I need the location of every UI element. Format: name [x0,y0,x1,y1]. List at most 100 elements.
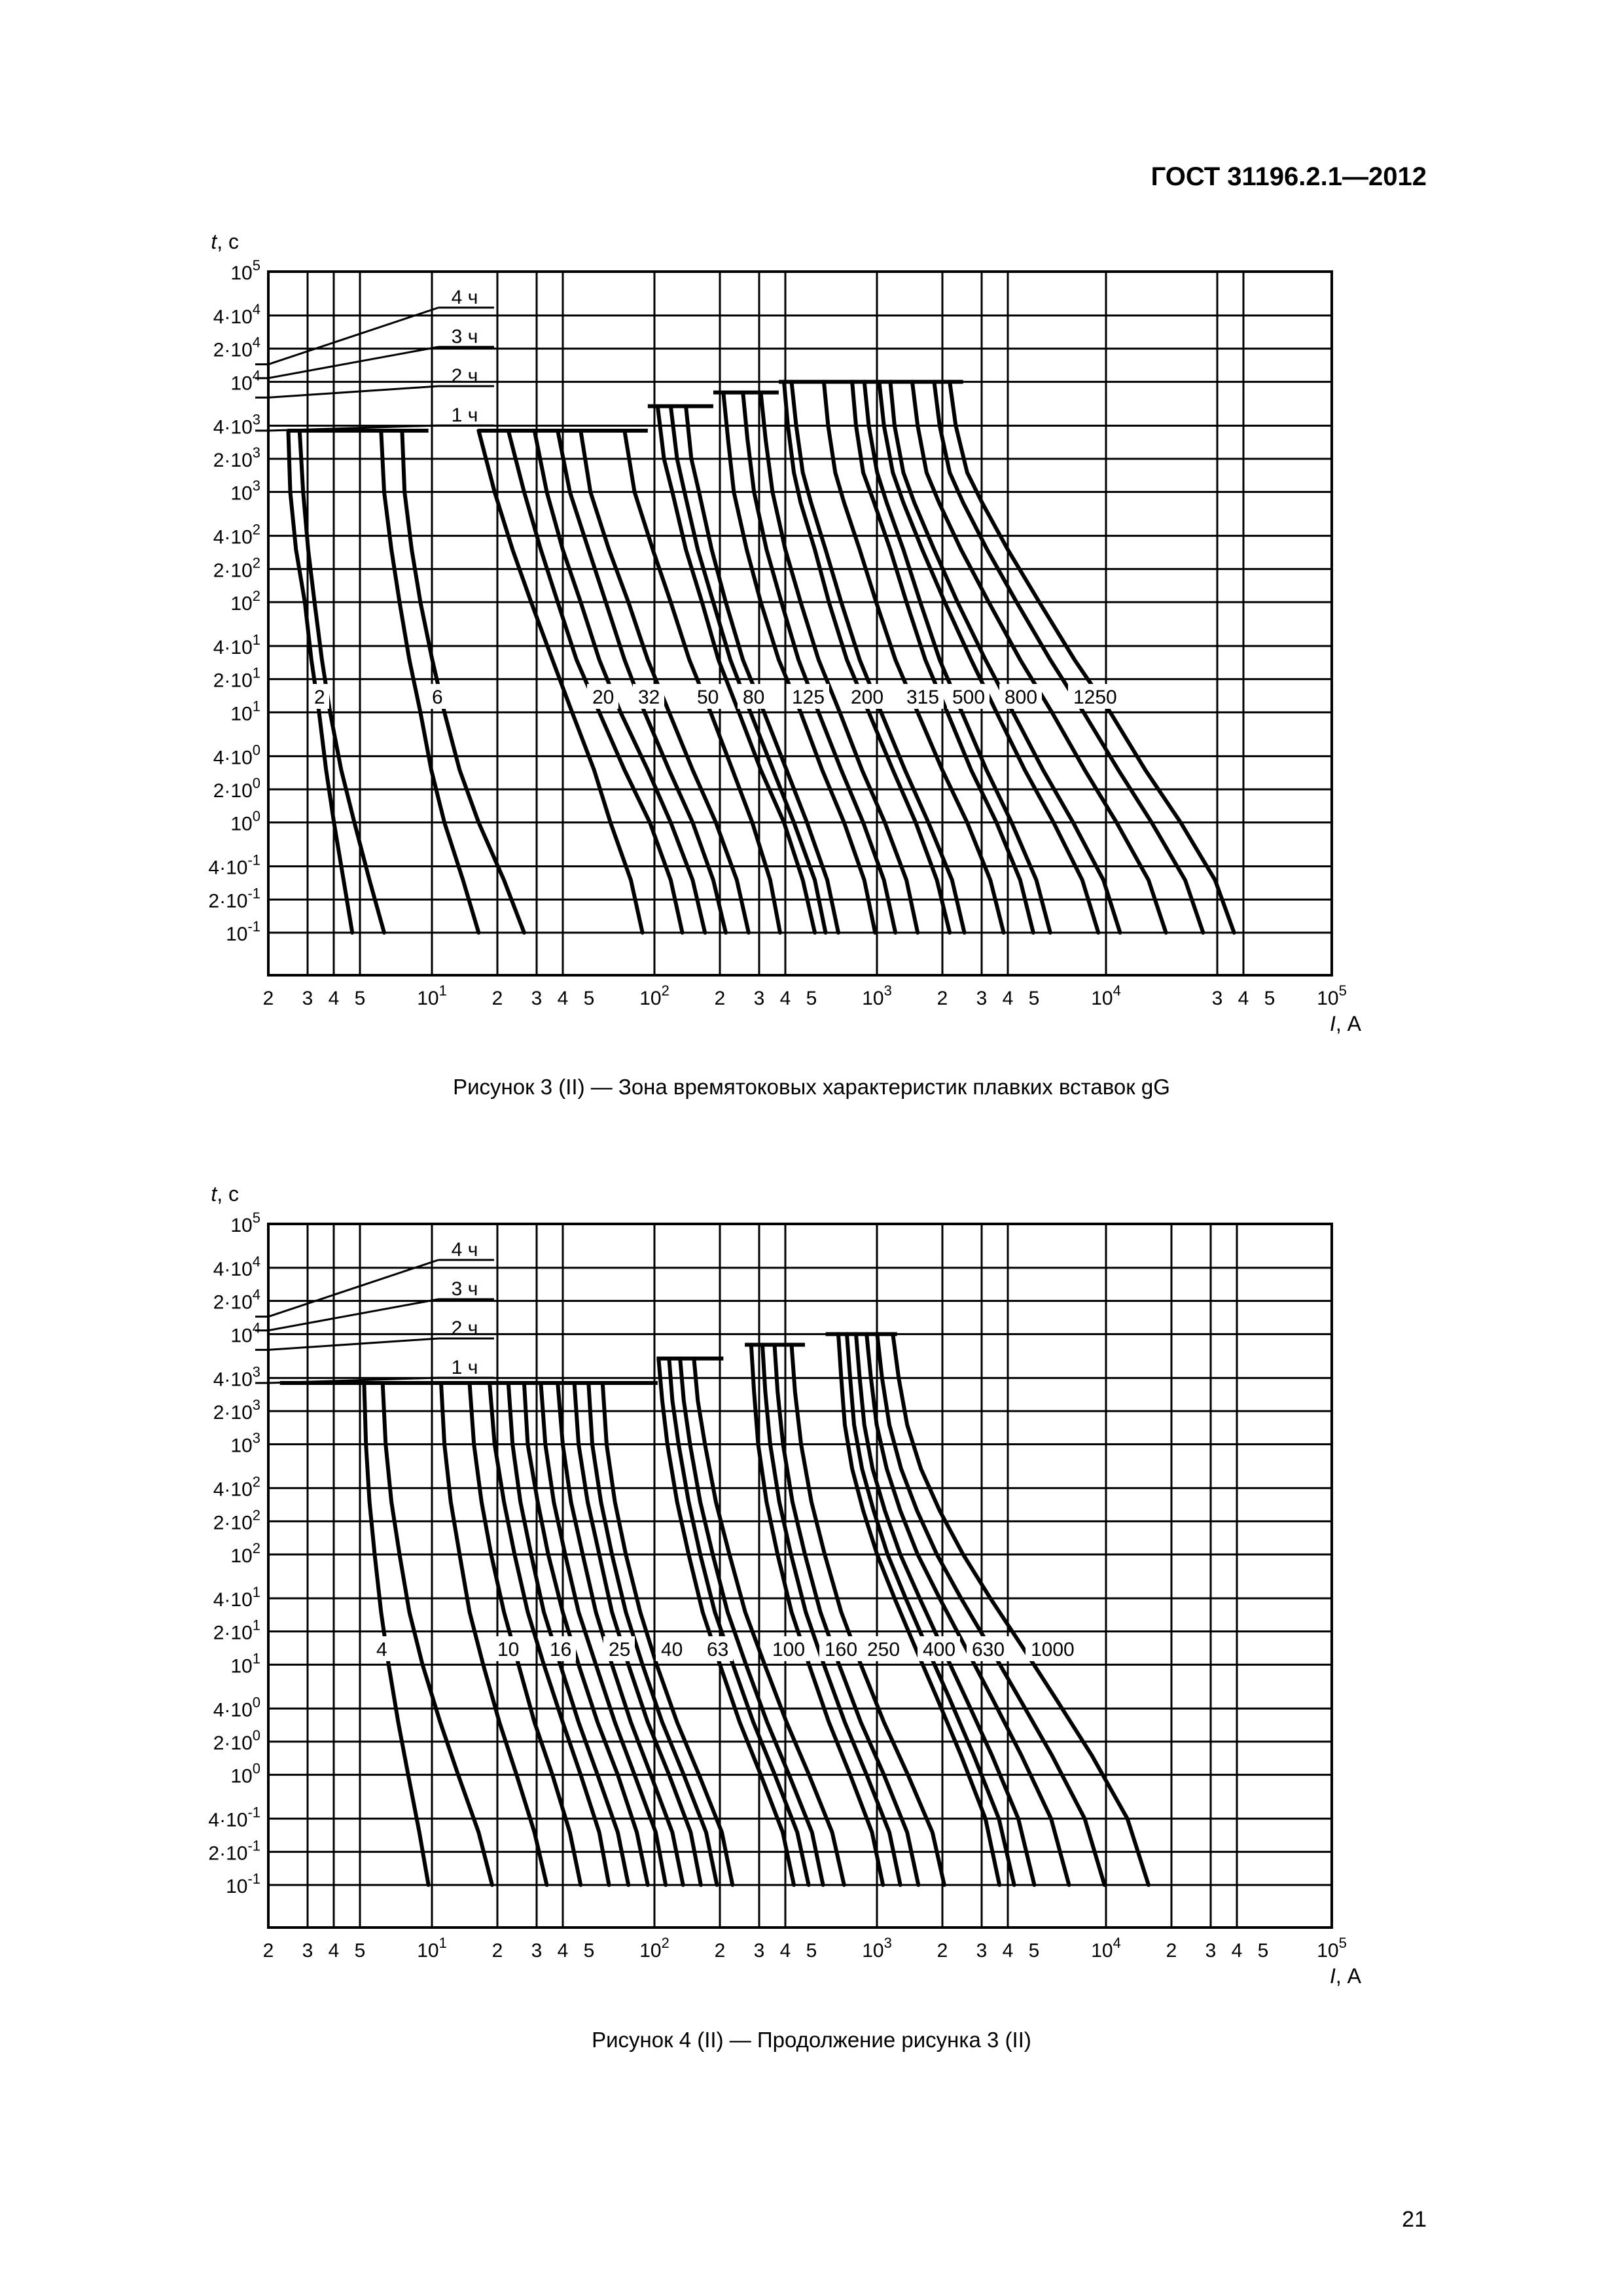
series-label-bg [309,684,329,709]
y-tick-label: 4·101 [213,1584,260,1611]
time-marker-label: 4 ч [452,1239,478,1261]
x-tick-label: 3 [1205,1940,1217,1962]
x-tick-label: 101 [417,982,447,1009]
characteristic-curve [875,1332,1107,1887]
time-marker-leader [268,1337,439,1351]
chart-plot: 1054·1042·1041044·1032·1031034·1022·1021… [208,1182,1361,1988]
y-tick-label: 101 [230,1650,260,1677]
y-tick-label: 4·101 [213,632,260,658]
characteristic-curve [692,1356,846,1887]
x-tick-label: 5 [355,1940,366,1962]
x-tick-label: 4 [1238,988,1249,1009]
series-label-bg [901,684,944,709]
y-axis-label: t, с [211,230,239,253]
characteristic-curve [877,380,1101,935]
series-label-bg [702,1636,733,1661]
series-label-bg [603,1636,635,1661]
characteristic-curve [948,380,1236,935]
series-label-bg [846,684,888,709]
characteristic-curve [749,1342,885,1887]
document-header: ГОСТ 31196.2.1—2012 [1150,162,1427,191]
characteristic-curve [579,429,751,935]
x-tick-label: 3 [976,1940,988,1962]
series-label: 400 [923,1639,955,1660]
y-tick-label: 4·100 [213,742,260,768]
series-label-bg [587,684,618,709]
x-tick-label: 3 [754,1940,765,1962]
x-tick-label: 3 [1212,988,1223,1009]
series-label-bg [767,1636,810,1661]
x-tick-label: 5 [584,988,595,1009]
characteristic-curve [655,404,817,935]
y-tick-label: 4·103 [213,411,260,438]
time-marker-label: 2 ч [452,1318,478,1339]
x-tick-label: 4 [558,1940,569,1962]
y-tick-label: 100 [230,808,260,835]
characteristic-curve [772,1342,921,1887]
characteristic-curve [758,390,920,935]
x-tick-label: 5 [1258,1940,1269,1962]
characteristic-curve [297,429,386,935]
characteristic-curve [656,1356,796,1887]
figure-3: 105 4·104 2·104 104 4·103 2·103 103 4·102 2·102 1… [0,216,1623,1060]
characteristic-curve [379,429,481,935]
time-marker-label: 1 ч [452,1357,478,1378]
x-tick-label: 102 [639,982,669,1009]
characteristic-curve [362,1381,431,1887]
time-marker-label: 3 ч [452,326,478,348]
series-label: 2 [314,687,325,708]
series-label-bg [633,684,664,709]
series-label: 1250 [1073,687,1117,708]
y-tick-label: 2·102 [213,554,260,581]
series-label: 200 [851,687,883,708]
time-marker-leader [268,346,439,380]
x-tick-label: 103 [862,1935,892,1962]
y-tick-label: 4·102 [213,522,260,548]
characteristic-curve [910,380,1168,935]
characteristic-curve [668,404,828,935]
x-tick-label: 2 [715,988,726,1009]
series-label-bg [692,684,723,709]
y-tick-label: 2·101 [213,1617,260,1644]
series-label: 125 [792,687,825,708]
x-tick-label: 2 [715,1940,726,1962]
x-tick-label: 102 [639,1935,669,1962]
characteristic-curve [782,380,952,935]
time-marker-leader [268,1298,439,1332]
series-label-bg [656,1636,687,1661]
characteristic-curve [891,1332,1150,1887]
characteristic-curve [721,390,878,935]
time-marker-leader [268,385,439,399]
y-tick-label: 104 [230,1319,260,1346]
x-tick-label: 4 [329,988,340,1009]
y-tick-label: 102 [230,588,260,615]
series-label: 32 [638,687,660,708]
y-tick-label: 2·100 [213,775,260,802]
x-tick-label: 105 [1317,982,1347,1009]
x-tick-label: 4 [780,1940,791,1962]
caption-figure-4: Рисунок 4 (II) — Продолжение рисунка 3 (… [592,2028,1031,2052]
series-label-bg [738,684,769,709]
y-tick-label: 2·10-1 [208,885,260,912]
x-tick-label: 2 [937,1940,948,1962]
x-tick-label: 4 [780,988,791,1009]
series-label-bg [819,1636,862,1661]
series-label: 500 [952,687,985,708]
time-marker-label: 1 ч [452,404,478,426]
series-label-bg [544,1636,576,1661]
y-tick-label: 2·10-1 [208,1837,260,1864]
series-label-bg [999,684,1042,709]
x-tick-label: 2 [492,1940,503,1962]
series-label: 6 [432,687,443,708]
characteristic-curve [539,1381,668,1887]
y-axis-label: t, с [211,1182,239,1206]
x-tick-label: 101 [417,1935,447,1962]
characteristic-curve [741,390,898,935]
series-label: 10 [497,1639,519,1660]
x-tick-label: 4 [558,988,569,1009]
series-label: 800 [1005,687,1037,708]
characteristic-curve [850,380,1035,935]
series-label: 4 [376,1639,387,1660]
x-tick-label: 4 [1232,1940,1243,1962]
characteristic-curve [845,1332,1016,1887]
